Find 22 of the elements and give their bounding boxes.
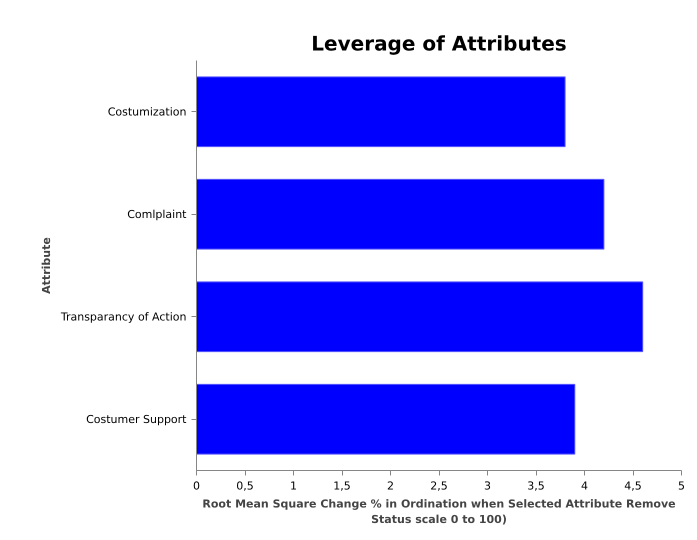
- y-tick-label: Comlplaint: [127, 208, 188, 221]
- x-tick-label: 1: [290, 480, 297, 492]
- y-tick-label: Costumization: [108, 105, 187, 118]
- x-tick-label: 4: [581, 480, 588, 492]
- x-tick-label: 1,5: [333, 480, 351, 492]
- x-tick-label: 2,5: [430, 480, 448, 492]
- bar: [196, 178, 604, 250]
- bar: [196, 76, 566, 148]
- x-tick-label: 5: [678, 480, 685, 492]
- x-tick-label: 2: [387, 480, 394, 492]
- y-axis-title: Attribute: [40, 237, 53, 294]
- y-tick-label: Costumer Support: [86, 412, 188, 426]
- x-tick-label: 4,5: [624, 480, 642, 492]
- x-tick-label: 3,5: [527, 480, 545, 492]
- bar: [196, 281, 644, 352]
- bar: [196, 384, 576, 455]
- x-tick-label: 0,5: [236, 480, 254, 492]
- x-tick-label: 3: [484, 480, 491, 492]
- chart-title: Leverage of Attributes: [311, 32, 567, 56]
- x-tick-label: 0: [193, 480, 200, 492]
- y-tick-label: Transparancy of Action: [60, 310, 187, 324]
- x-axis-title: Root Mean Square Change % in Ordination when Selected Attribute Remove Status scale 0 to 100): [202, 498, 676, 526]
